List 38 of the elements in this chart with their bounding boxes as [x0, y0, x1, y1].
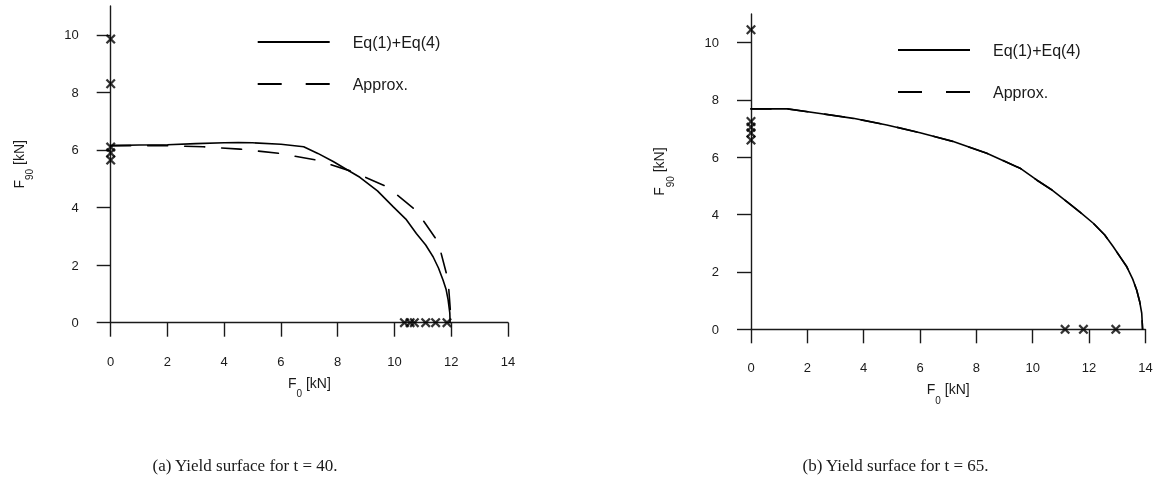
- y-tick-label: 10: [704, 35, 719, 51]
- legend-label: Approx.: [352, 75, 408, 93]
- text: (a) Yield surface for t = 40.: [152, 456, 338, 475]
- x-axis-title: F0 [kN]: [287, 374, 331, 400]
- y-axis-title: F90 [kN]: [651, 147, 676, 196]
- x-tick-label: 12: [444, 353, 459, 369]
- y-tick-label: 8: [71, 84, 79, 100]
- x-tick-label: 14: [1138, 360, 1153, 376]
- x-tick-label: 14: [500, 353, 516, 369]
- x-tick-label: 0: [107, 353, 115, 369]
- text: (b) Yield surface for t = 65.: [802, 456, 989, 475]
- legend-label: Eq(1)+Eq(4): [993, 41, 1081, 59]
- x-axis-title: F0 [kN]: [926, 381, 970, 406]
- y-tick-label: 2: [71, 257, 79, 273]
- y-tick-label: 6: [71, 142, 79, 158]
- y-tick-label: 2: [711, 264, 719, 280]
- x-tick-label: 4: [220, 353, 228, 369]
- y-tick-label: 4: [711, 207, 719, 223]
- legend-label: Approx.: [993, 83, 1049, 101]
- x-tick-label: 6: [916, 360, 924, 376]
- x-tick-label: 0: [747, 360, 755, 376]
- x-tick-label: 4: [860, 360, 868, 376]
- x-tick-label: 12: [1081, 360, 1097, 376]
- x-tick-label: 8: [334, 353, 342, 369]
- y-tick-label: 8: [711, 92, 719, 108]
- x-tick-label: 6: [277, 353, 285, 369]
- y-tick-label: 0: [711, 321, 719, 337]
- y-tick-label: 4: [71, 200, 79, 216]
- x-tick-label: 2: [163, 353, 172, 369]
- y-tick-label: 10: [64, 27, 79, 43]
- legend-label: Eq(1)+Eq(4): [352, 33, 441, 51]
- y-tick-label: 6: [711, 149, 719, 165]
- x-tick-label: 10: [1025, 360, 1040, 376]
- x-tick-label: 8: [972, 360, 980, 376]
- y-axis-title: F90 [kN]: [10, 140, 36, 189]
- x-tick-label: 10: [387, 353, 402, 369]
- x-tick-label: 2: [803, 360, 811, 376]
- y-tick-label: 0: [71, 315, 79, 331]
